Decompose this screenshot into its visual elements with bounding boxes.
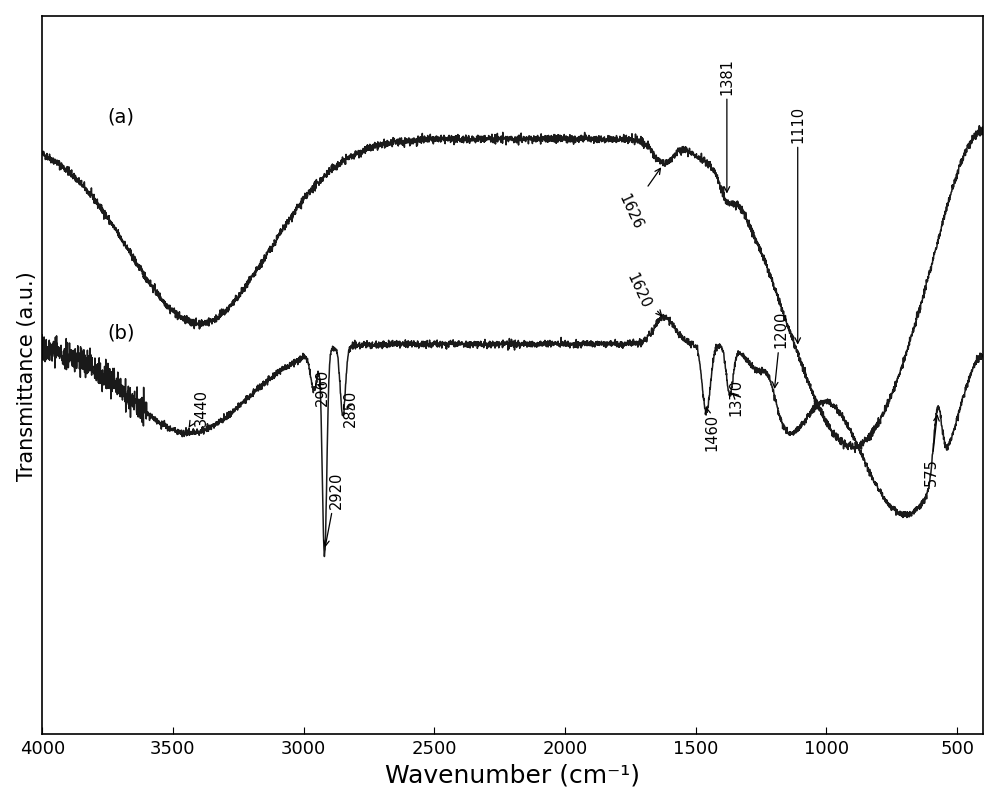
Y-axis label: Transmittance (a.u.): Transmittance (a.u.) <box>17 271 37 480</box>
Text: 1200: 1200 <box>772 311 788 388</box>
Text: 1381: 1381 <box>719 58 734 193</box>
Text: 2850: 2850 <box>343 389 358 426</box>
Text: 1110: 1110 <box>790 105 805 344</box>
Text: 3440: 3440 <box>189 389 209 427</box>
Text: 2960: 2960 <box>314 369 329 406</box>
Text: 1620: 1620 <box>624 271 662 316</box>
Text: (b): (b) <box>108 323 135 342</box>
Text: (a): (a) <box>108 108 135 127</box>
Text: 1370: 1370 <box>729 379 744 416</box>
X-axis label: Wavenumber (cm⁻¹): Wavenumber (cm⁻¹) <box>385 762 640 786</box>
Text: 575: 575 <box>924 416 939 485</box>
Text: 1460: 1460 <box>704 407 719 450</box>
Text: 1626: 1626 <box>616 169 660 232</box>
Text: 2920: 2920 <box>324 471 344 546</box>
